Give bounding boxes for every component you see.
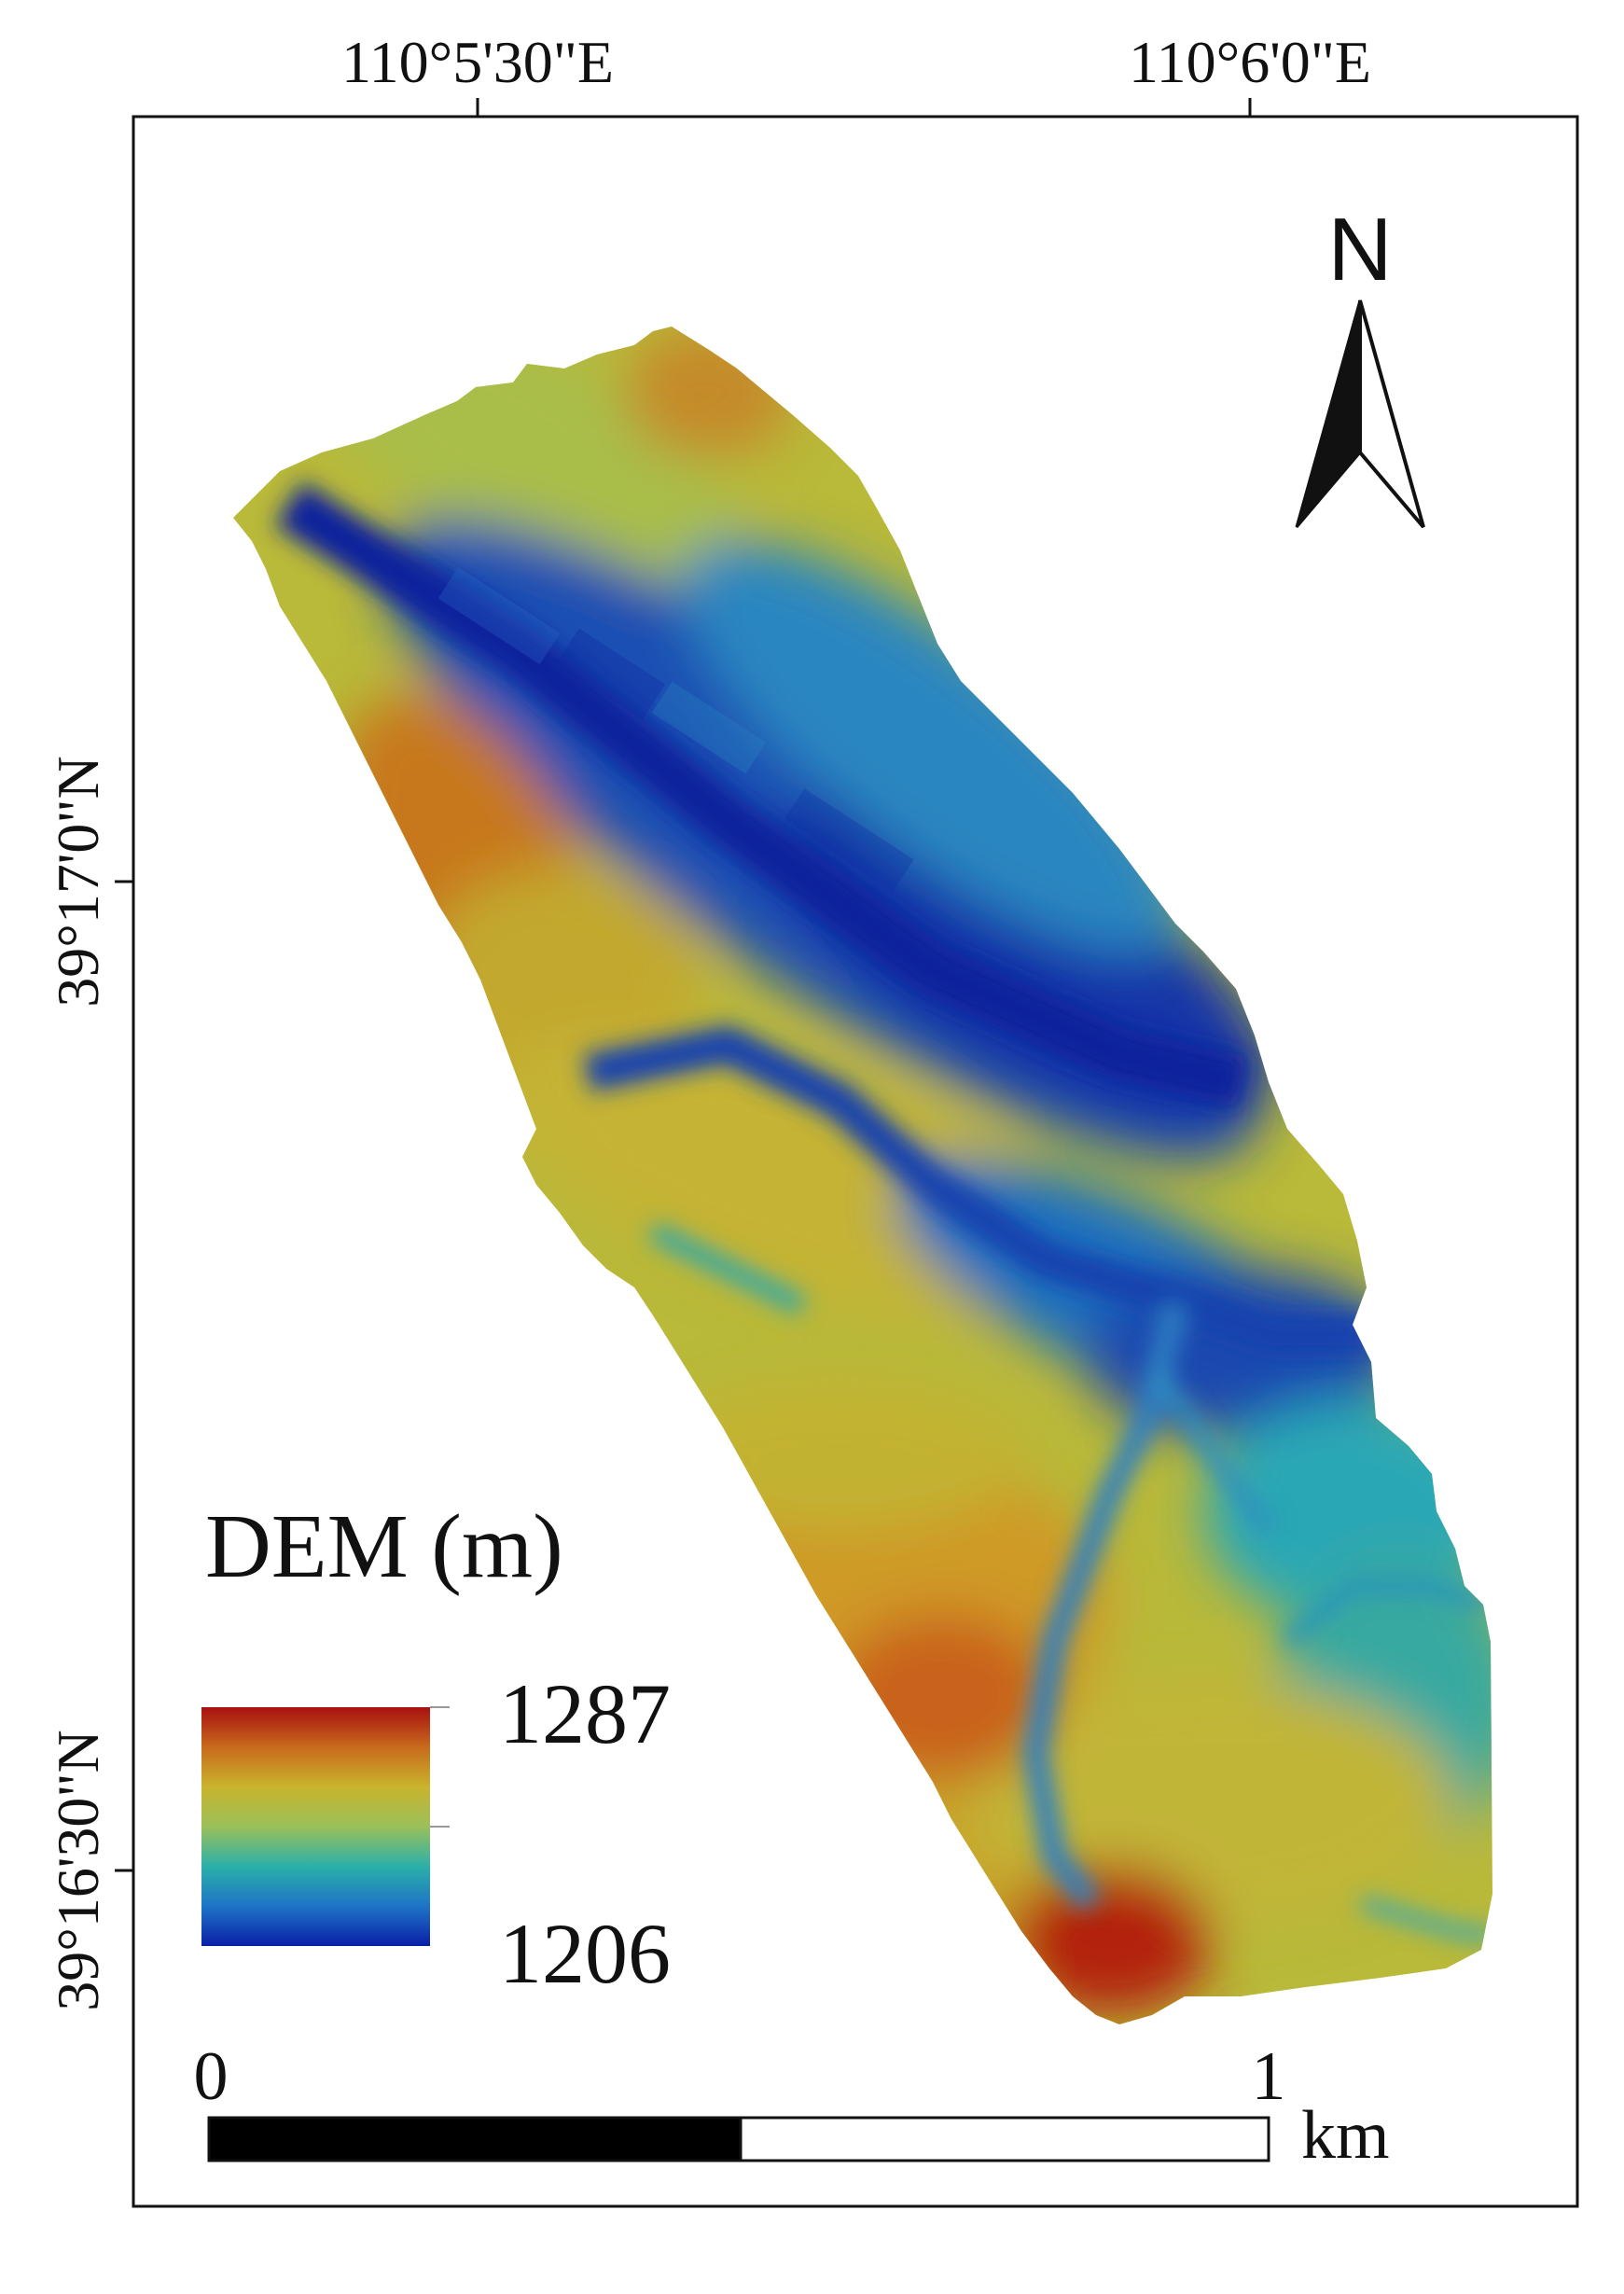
north-label: N	[1327, 200, 1392, 299]
top-tick-label-1: 110°5'30"E	[341, 29, 614, 95]
legend-max-label: 1287	[499, 1666, 671, 1761]
scale-bar-end-label: 1	[1252, 2038, 1286, 2115]
legend-min-label: 1206	[499, 1906, 671, 2001]
left-tick-label-2: 39°16'30"N	[45, 1730, 111, 2010]
map-frame	[132, 115, 1579, 2208]
scale-bar-black-segment	[209, 2118, 741, 2161]
legend-color-ramp	[201, 1707, 430, 1946]
left-tick-label-1: 39°17'0"N	[45, 756, 111, 1007]
top-tick-label-2: 110°6'0"E	[1129, 29, 1371, 95]
scale-bar-outline	[207, 2116, 1270, 2162]
scale-bar-white-segment	[739, 2116, 1270, 2162]
north-arrow-icon	[1295, 299, 1425, 529]
scale-bar-unit: km	[1301, 2097, 1390, 2174]
scale-bar-start-label: 0	[194, 2038, 229, 2115]
legend-title: DEM (m)	[205, 1496, 563, 1597]
